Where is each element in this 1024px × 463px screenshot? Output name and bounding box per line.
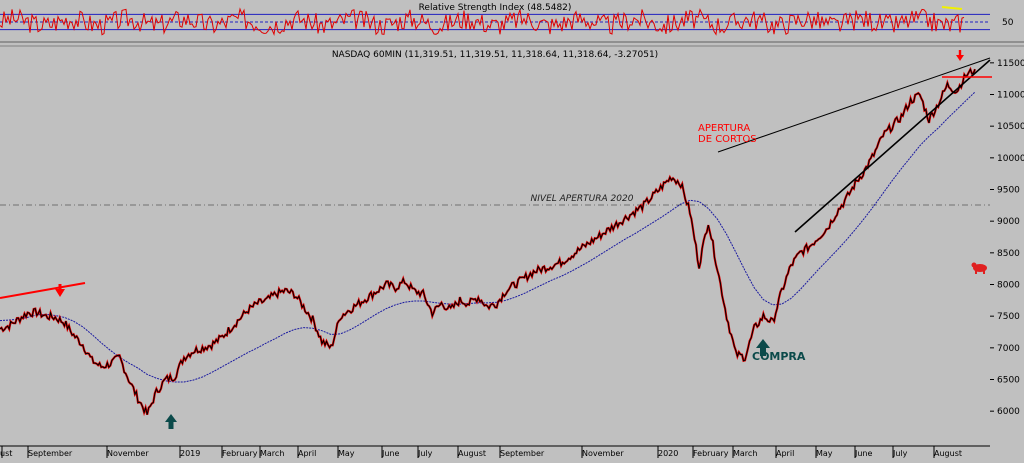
de-cortos-label: DE CORTOS: [698, 134, 757, 145]
x-tick-label: June: [854, 449, 873, 458]
x-tick-label: March: [733, 449, 757, 458]
x-tick-label: May: [816, 449, 833, 458]
x-tick-label: July: [892, 449, 908, 458]
upper-trend-line: [717, 57, 991, 153]
rsi-tick-label: 50: [1002, 18, 1014, 28]
y-tick-label: 11500: [997, 59, 1024, 69]
y-tick-label: 9000: [997, 217, 1020, 227]
y-tick-label: 7000: [997, 344, 1020, 354]
x-tick-label: ust: [0, 449, 12, 458]
y-tick-label: 8000: [997, 281, 1020, 291]
x-tick-label: May: [338, 449, 355, 458]
price-panel: NASDAQ 60MIN (11,319.51, 11,319.51, 11,3…: [0, 50, 1024, 429]
rsi-series-line: [0, 7, 965, 36]
rsi-panel: Relative Strength Index (48.5482) 50: [0, 3, 1024, 47]
x-tick-label: February: [693, 449, 729, 458]
buy-arrow-2020-icon: [756, 339, 770, 356]
y-tick-label: 10500: [997, 122, 1024, 132]
rsi-trend-mark: [941, 6, 963, 10]
x-tick-label: August: [934, 449, 962, 458]
x-tick-label: February: [222, 449, 258, 458]
x-tick-label: 2020: [658, 449, 678, 458]
apertura-label: APERTURA: [698, 123, 750, 134]
date-x-axis: ust September November 2019 February March Apr…: [0, 445, 990, 458]
y-tick-label: 6500: [997, 376, 1020, 386]
y-tick-label: 11000: [997, 91, 1024, 101]
x-tick-label: April: [776, 449, 794, 458]
price-title: NASDAQ 60MIN (11,319.51, 11,319.51, 11,3…: [332, 50, 658, 60]
buy-arrow-2018-icon: [165, 414, 177, 429]
price-y-axis: 6000 6500 7000 7500 8000 8500 9000 9500 10000 105…: [990, 59, 1024, 417]
x-tick-label: September: [500, 449, 545, 458]
sell-arrow-left-icon: [55, 284, 65, 297]
x-tick-label: March: [260, 449, 284, 458]
x-tick-label: August: [458, 449, 486, 458]
x-tick-label: April: [298, 449, 316, 458]
y-tick-label: 7500: [997, 312, 1020, 322]
x-tick-label: July: [417, 449, 433, 458]
bear-logo-icon: [971, 262, 987, 274]
sell-arrow-right-icon: [956, 50, 964, 61]
apertura-level-label: NIVEL APERTURA 2020: [531, 194, 634, 204]
x-tick-label: 2019: [180, 449, 200, 458]
y-tick-label: 6000: [997, 407, 1020, 417]
price-line: [0, 68, 976, 415]
x-tick-label: November: [582, 449, 624, 458]
x-tick-label: June: [381, 449, 400, 458]
left-support-line: [0, 282, 86, 299]
lower-trend-line: [794, 59, 991, 233]
y-tick-label: 8500: [997, 249, 1020, 259]
x-tick-label: September: [28, 449, 73, 458]
x-tick-label: November: [107, 449, 149, 458]
moving-average-line: [0, 91, 976, 383]
y-tick-label: 9500: [997, 186, 1020, 196]
y-tick-label: 10000: [997, 154, 1024, 164]
rsi-title: Relative Strength Index (48.5482): [419, 3, 572, 13]
